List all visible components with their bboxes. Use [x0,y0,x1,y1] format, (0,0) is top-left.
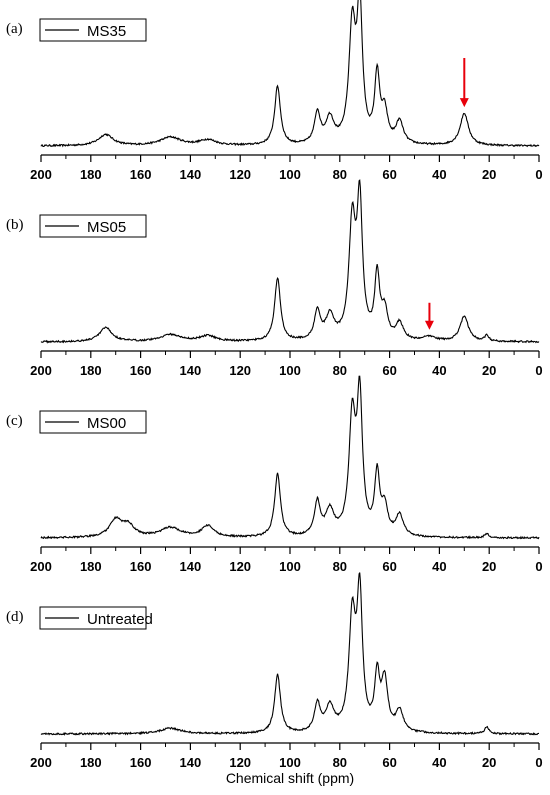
x-tick-label: 180 [80,559,102,574]
legend-box [39,18,147,42]
x-tick-label: 160 [130,363,152,378]
x-tick-label: 120 [229,559,251,574]
x-tick-label: 100 [279,167,301,182]
x-tick-label: 200 [30,559,52,574]
x-tick-label: 100 [279,363,301,378]
x-tick-label: 80 [333,559,347,574]
legend-box [39,410,147,434]
x-tick-label: 20 [482,559,496,574]
x-tick-label: 40 [432,559,446,574]
x-tick-label: 200 [30,167,52,182]
spectrum-line [40,572,540,736]
x-tick-label: 140 [180,167,202,182]
x-tick-label: 80 [333,755,347,770]
x-tick-label: 0 [535,755,542,770]
x-tick-label: 40 [432,167,446,182]
legend-entry: MS00 [87,415,126,432]
spectrum-line [40,375,540,540]
x-tick-label: 120 [229,167,251,182]
x-tick-label: 60 [382,559,396,574]
x-tick-label: 60 [382,755,396,770]
panel-label: (b) [6,217,24,233]
x-axis-label: Chemical shift (ppm) [226,770,354,786]
x-tick-label: 60 [382,167,396,182]
x-tick-label: 140 [180,755,202,770]
panel-label: (a) [6,21,23,37]
x-tick-label: 0 [535,167,542,182]
x-tick-label: 140 [180,363,202,378]
x-tick-label: 180 [80,363,102,378]
x-tick-label: 140 [180,559,202,574]
legend-entry: MS05 [87,219,126,236]
panel-label: (d) [6,609,24,625]
x-tick-label: 60 [382,363,396,378]
red-arrow [424,302,434,330]
x-tick-label: 120 [229,755,251,770]
x-tick-label: 160 [130,755,152,770]
x-tick-label: 100 [279,559,301,574]
spectrum-line [40,179,540,344]
legend-box [39,214,147,238]
legend-entry: Untreated [87,611,153,628]
x-tick-label: 120 [229,363,251,378]
x-tick-label: 0 [535,363,542,378]
spectrum-line [40,0,540,148]
x-tick-label: 0 [535,559,542,574]
panel-label: (c) [6,413,23,429]
x-tick-label: 40 [432,755,446,770]
x-tick-label: 200 [30,363,52,378]
x-tick-label: 20 [482,755,496,770]
legend-box [39,606,147,630]
x-tick-label: 160 [130,167,152,182]
x-tick-label: 80 [333,167,347,182]
legend-entry: MS35 [87,23,126,40]
x-tick-label: 40 [432,363,446,378]
red-arrow [459,58,469,108]
x-tick-label: 20 [482,363,496,378]
x-tick-label: 20 [482,167,496,182]
x-tick-label: 180 [80,755,102,770]
x-tick-label: 200 [30,755,52,770]
x-tick-label: 100 [279,755,301,770]
x-tick-label: 180 [80,167,102,182]
x-tick-label: 80 [333,363,347,378]
x-tick-label: 160 [130,559,152,574]
